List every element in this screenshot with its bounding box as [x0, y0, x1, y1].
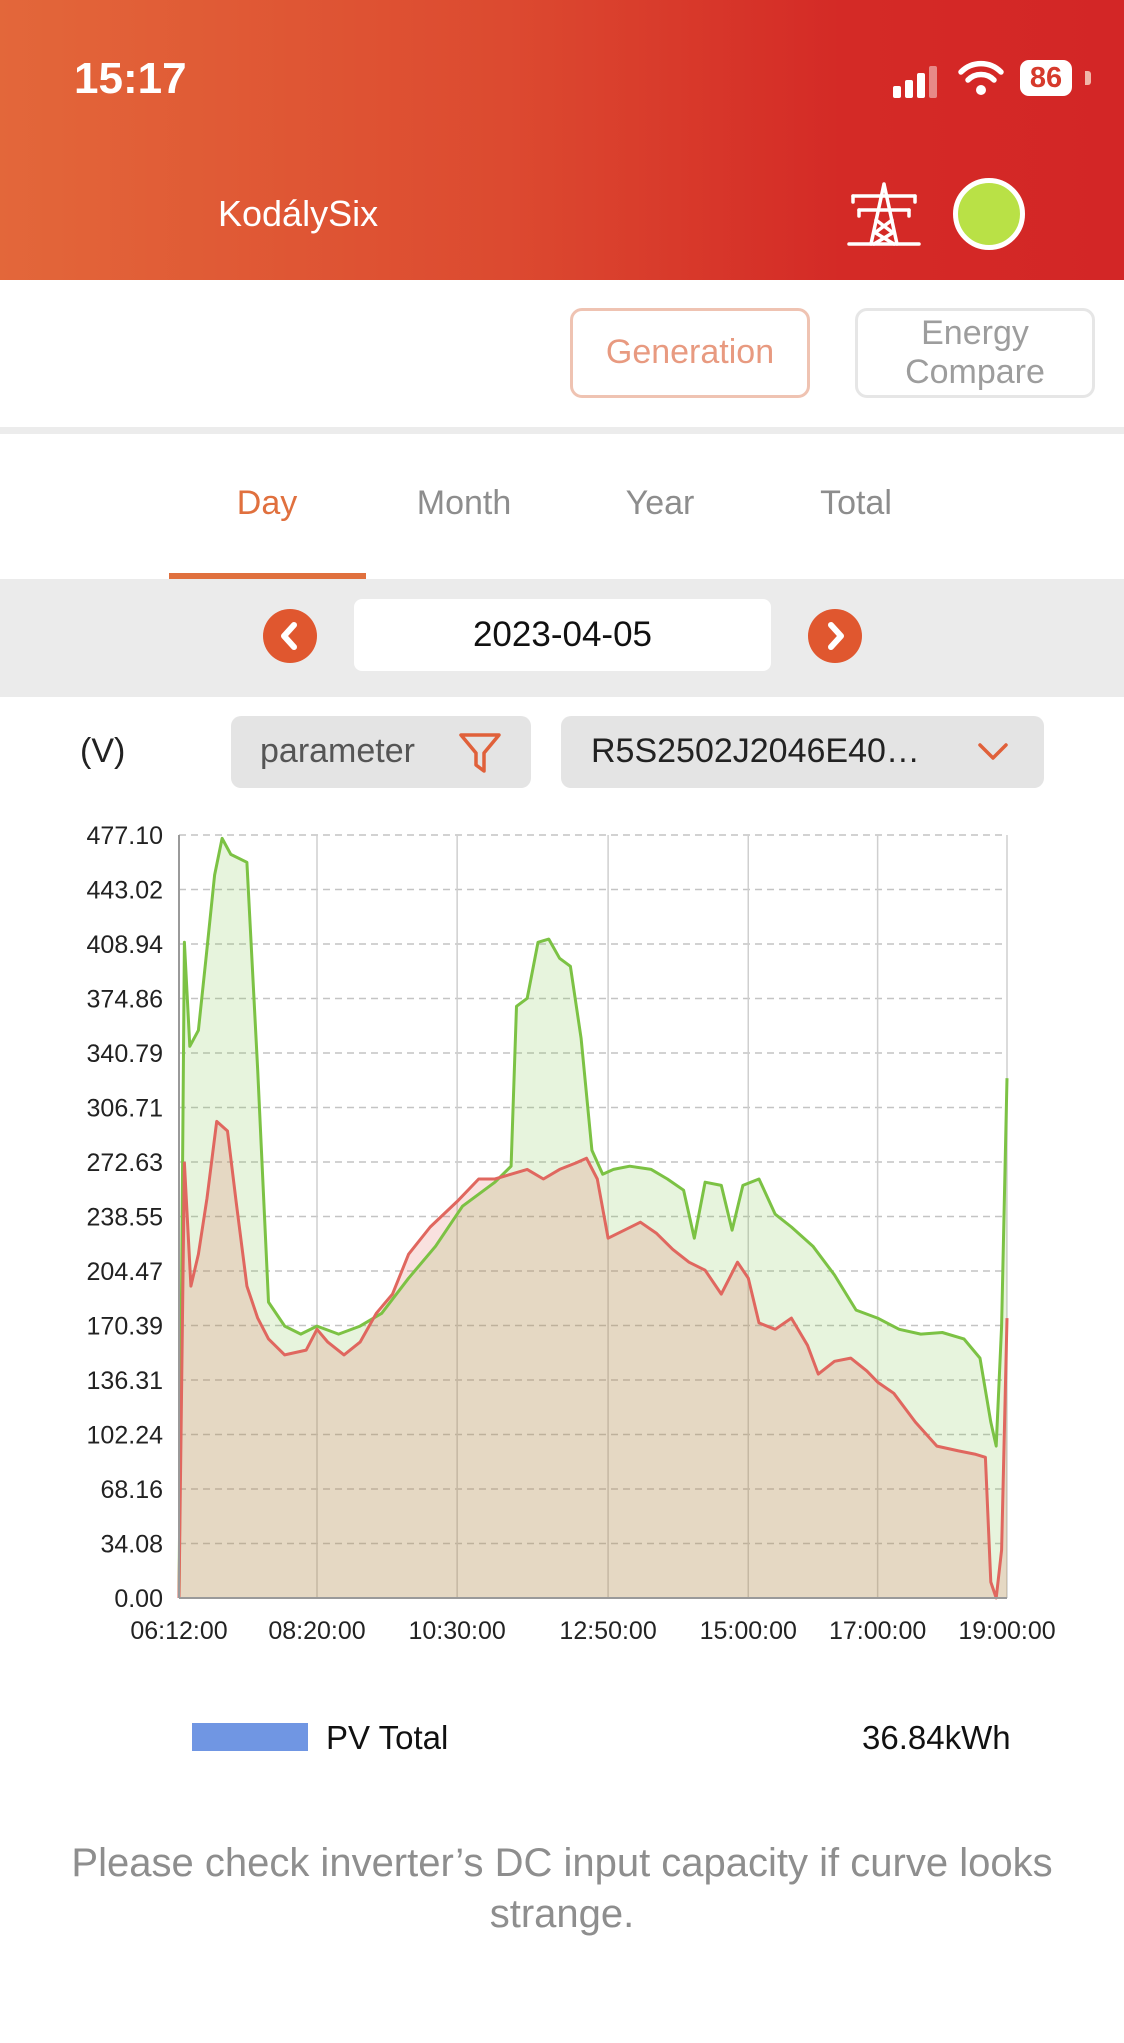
wifi-icon	[958, 60, 1004, 95]
x-tick-label: 19:00:00	[958, 1617, 1055, 1645]
voltage-chart: 0.00 34.08 68.16 102.24 136.31 170.39 204.47 23…	[87, 822, 1056, 1645]
series-areas	[179, 838, 1007, 1598]
series-line-1	[177, 1119, 1009, 1600]
y-tick-label: 170.39	[87, 1313, 163, 1341]
tab-year[interactable]: Year	[625, 484, 695, 522]
x-tick-label: 12:50:00	[559, 1617, 656, 1645]
chevron-right-icon	[828, 622, 844, 650]
parameter-label: parameter	[260, 732, 415, 770]
connection-status-dot	[953, 178, 1025, 250]
footer-note: Please check inverter’s DC input capacit…	[71, 1841, 1053, 1936]
y-tick-label: 238.55	[87, 1204, 163, 1232]
legend-value: 36.84kWh	[862, 1719, 1011, 1756]
y-tick-label: 0.00	[114, 1585, 163, 1613]
app-title: KodálySix	[218, 193, 379, 234]
tab-month[interactable]: Month	[416, 484, 512, 522]
y-tick-label: 408.94	[87, 931, 164, 959]
status-time: 15:17	[74, 54, 187, 103]
previous-date-button[interactable]	[263, 609, 317, 663]
unit-label: (V)	[80, 732, 126, 770]
series-area-1	[179, 1121, 1007, 1598]
x-tick-label: 06:12:00	[130, 1617, 227, 1645]
y-tick-label: 272.63	[87, 1149, 163, 1177]
battery-tip	[1085, 71, 1091, 85]
y-tick-label: 68.16	[100, 1476, 163, 1504]
y-tick-label: 443.02	[87, 877, 163, 905]
y-tick-label: 340.79	[87, 1040, 163, 1068]
y-tick-label: 204.47	[87, 1258, 163, 1286]
x-tick-label: 10:30:00	[408, 1617, 505, 1645]
legend-swatch	[192, 1723, 308, 1751]
signal-icon	[893, 66, 937, 98]
device-select[interactable]: R5S2502J2046E40…	[561, 716, 1044, 788]
parameter-filter-button[interactable]: parameter	[231, 716, 531, 788]
legend-label: PV Total	[326, 1719, 449, 1756]
x-tick-label: 17:00:00	[829, 1617, 926, 1645]
series-area-0	[179, 838, 1007, 1598]
battery-icon: 86	[1020, 60, 1072, 96]
y-tick-label: 374.86	[87, 986, 163, 1014]
chevron-left-icon	[281, 622, 297, 650]
section-divider	[0, 427, 1124, 434]
y-tick-label: 306.71	[87, 1094, 163, 1122]
power-tower-icon[interactable]	[847, 182, 921, 246]
date-display[interactable]: 2023-04-05	[354, 599, 771, 671]
y-tick-label: 34.08	[100, 1530, 163, 1558]
x-tick-label: 08:20:00	[268, 1617, 365, 1645]
series-lines	[177, 836, 1009, 1600]
filter-icon	[459, 733, 501, 773]
next-date-button[interactable]	[808, 609, 862, 663]
tab-total[interactable]: Total	[820, 484, 892, 522]
y-tick-label: 136.31	[87, 1367, 163, 1395]
device-label: R5S2502J2046E40…	[591, 732, 920, 770]
app-header: 15:17 86 KodálySix	[0, 0, 1124, 280]
y-tick-label: 102.24	[87, 1421, 164, 1449]
chevron-down-icon	[978, 743, 1008, 760]
y-tick-label: 477.10	[87, 822, 163, 850]
series-line-0	[177, 836, 1009, 1599]
tab-day[interactable]: Day	[236, 484, 298, 522]
energy-compare-button[interactable]: Energy Compare	[855, 308, 1095, 398]
active-tab-indicator	[169, 573, 366, 579]
generation-button[interactable]: Generation	[570, 308, 810, 398]
x-tick-label: 15:00:00	[700, 1617, 797, 1645]
